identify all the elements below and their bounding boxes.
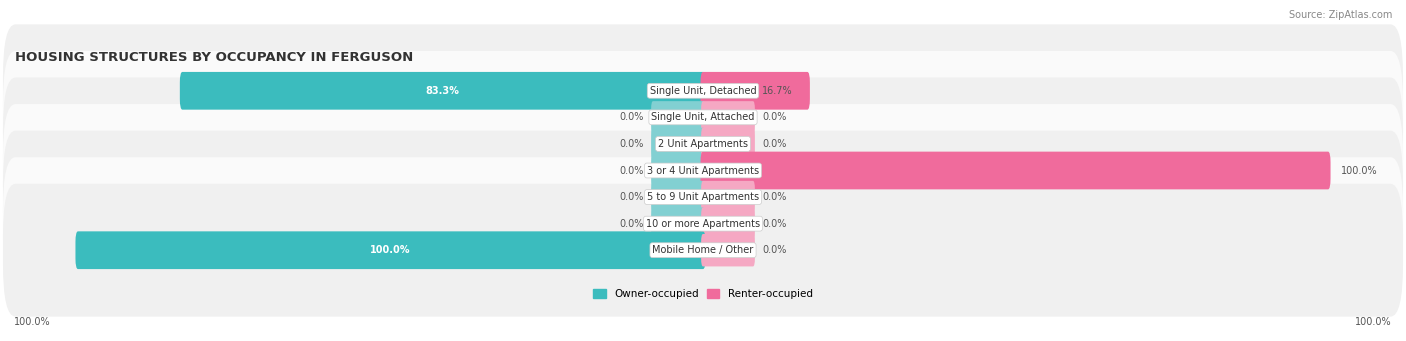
Text: 3 or 4 Unit Apartments: 3 or 4 Unit Apartments bbox=[647, 165, 759, 176]
Text: 10 or more Apartments: 10 or more Apartments bbox=[645, 219, 761, 229]
FancyBboxPatch shape bbox=[3, 104, 1403, 237]
Text: 0.0%: 0.0% bbox=[619, 192, 644, 202]
Text: Single Unit, Detached: Single Unit, Detached bbox=[650, 86, 756, 96]
FancyBboxPatch shape bbox=[76, 231, 706, 269]
FancyBboxPatch shape bbox=[3, 157, 1403, 290]
FancyBboxPatch shape bbox=[651, 207, 704, 240]
Text: 2 Unit Apartments: 2 Unit Apartments bbox=[658, 139, 748, 149]
Text: 100.0%: 100.0% bbox=[1355, 317, 1392, 327]
FancyBboxPatch shape bbox=[702, 128, 755, 160]
FancyBboxPatch shape bbox=[651, 154, 704, 187]
Legend: Owner-occupied, Renter-occupied: Owner-occupied, Renter-occupied bbox=[589, 285, 817, 303]
Text: 16.7%: 16.7% bbox=[762, 86, 793, 96]
FancyBboxPatch shape bbox=[651, 128, 704, 160]
FancyBboxPatch shape bbox=[702, 101, 755, 134]
FancyBboxPatch shape bbox=[180, 72, 706, 110]
FancyBboxPatch shape bbox=[3, 51, 1403, 184]
FancyBboxPatch shape bbox=[3, 24, 1403, 157]
Text: 0.0%: 0.0% bbox=[762, 245, 787, 255]
Text: 0.0%: 0.0% bbox=[762, 219, 787, 229]
FancyBboxPatch shape bbox=[700, 152, 1330, 189]
Text: 0.0%: 0.0% bbox=[619, 139, 644, 149]
FancyBboxPatch shape bbox=[3, 131, 1403, 264]
Text: 0.0%: 0.0% bbox=[619, 165, 644, 176]
Text: Single Unit, Attached: Single Unit, Attached bbox=[651, 112, 755, 122]
FancyBboxPatch shape bbox=[702, 234, 755, 266]
FancyBboxPatch shape bbox=[3, 77, 1403, 210]
Text: Source: ZipAtlas.com: Source: ZipAtlas.com bbox=[1288, 10, 1392, 20]
Text: HOUSING STRUCTURES BY OCCUPANCY IN FERGUSON: HOUSING STRUCTURES BY OCCUPANCY IN FERGU… bbox=[15, 51, 413, 64]
Text: 100.0%: 100.0% bbox=[1340, 165, 1376, 176]
Text: 0.0%: 0.0% bbox=[762, 192, 787, 202]
FancyBboxPatch shape bbox=[700, 72, 810, 110]
FancyBboxPatch shape bbox=[702, 181, 755, 213]
FancyBboxPatch shape bbox=[651, 181, 704, 213]
Text: 0.0%: 0.0% bbox=[762, 139, 787, 149]
Text: 0.0%: 0.0% bbox=[619, 112, 644, 122]
Text: Mobile Home / Other: Mobile Home / Other bbox=[652, 245, 754, 255]
FancyBboxPatch shape bbox=[3, 184, 1403, 317]
FancyBboxPatch shape bbox=[651, 101, 704, 134]
Text: 0.0%: 0.0% bbox=[619, 219, 644, 229]
Text: 5 to 9 Unit Apartments: 5 to 9 Unit Apartments bbox=[647, 192, 759, 202]
FancyBboxPatch shape bbox=[702, 207, 755, 240]
Text: 100.0%: 100.0% bbox=[370, 245, 411, 255]
Text: 0.0%: 0.0% bbox=[762, 112, 787, 122]
Text: 100.0%: 100.0% bbox=[14, 317, 51, 327]
Text: 83.3%: 83.3% bbox=[426, 86, 460, 96]
